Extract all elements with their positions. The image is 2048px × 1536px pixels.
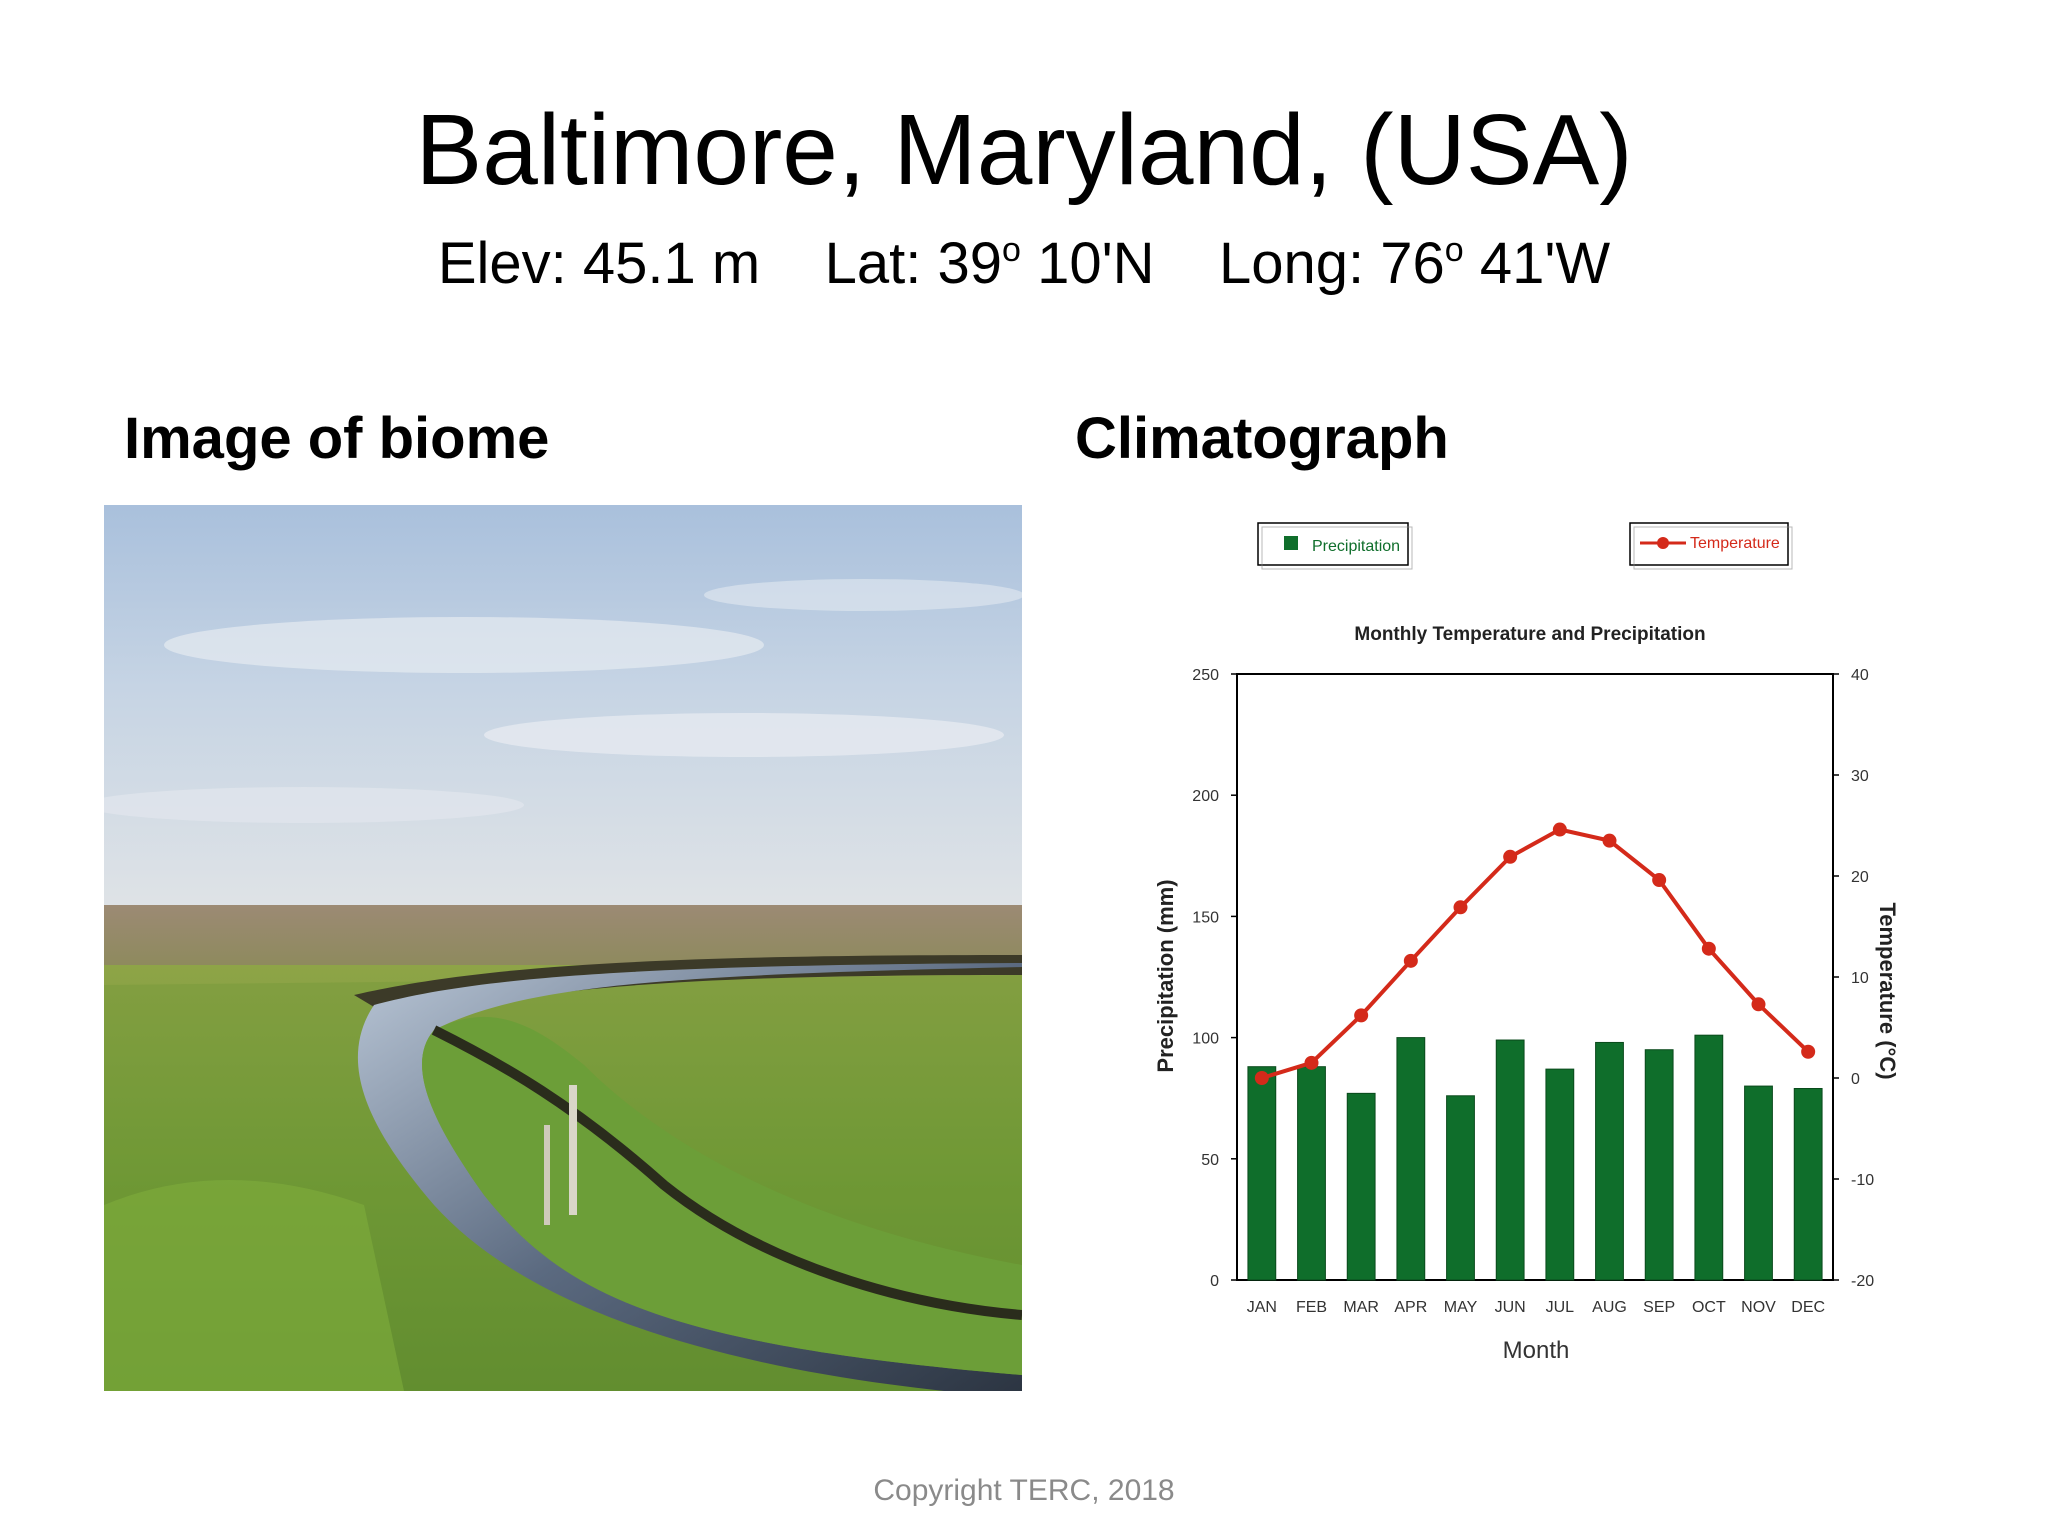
climatograph-heading: Climatograph <box>1075 406 1449 471</box>
precipitation-bar-apr <box>1396 1037 1426 1281</box>
precipitation-bar-may <box>1446 1095 1475 1281</box>
legend-marker-temperature <box>1657 537 1669 549</box>
y2-tick-label: 10 <box>1851 970 1869 987</box>
elevation-text: Elev: 45.1 m <box>437 231 761 296</box>
plot-area <box>1231 673 1839 1281</box>
y2-tick-labels: -20 -10 0 10 20 30 40 <box>1851 667 1874 1290</box>
x-tick-label: MAY <box>1444 1299 1478 1316</box>
x-tick-label: FEB <box>1296 1299 1327 1316</box>
precipitation-bar-feb <box>1297 1066 1326 1281</box>
temperature-point-oct <box>1701 941 1716 956</box>
temperature-point-jun <box>1503 849 1518 864</box>
temperature-point-jul <box>1552 822 1567 837</box>
y2-tick-label: -20 <box>1851 1273 1874 1290</box>
y2-axis-label: Temperature (°C) <box>1875 902 1900 1079</box>
x-tick-label: DEC <box>1791 1299 1825 1316</box>
x-tick-label: JUN <box>1495 1299 1526 1316</box>
biome-image-heading: Image of biome <box>124 406 550 471</box>
longitude-text: Long: 76 <box>1219 231 1445 296</box>
temperature-point-aug <box>1602 833 1617 848</box>
temperature-line <box>1254 822 1816 1085</box>
y-tick-label: 0 <box>1210 1273 1219 1290</box>
precipitation-bar-aug <box>1595 1041 1624 1281</box>
temperature-point-dec <box>1801 1044 1816 1059</box>
x-tick-label: APR <box>1394 1299 1427 1316</box>
x-tick-label: SEP <box>1643 1299 1675 1316</box>
y-tick-label: 200 <box>1192 788 1219 805</box>
x-tick-label: NOV <box>1741 1299 1776 1316</box>
chart-title: Monthly Temperature and Precipitation <box>1354 624 1705 645</box>
temperature-point-apr <box>1403 953 1418 968</box>
climatograph-chart: Precipitation Temperature Monthly Temper… <box>1153 522 1900 1364</box>
y-tick-label: 150 <box>1192 909 1219 926</box>
latitude-minutes: 10'N <box>1020 231 1155 296</box>
precipitation-bar-oct <box>1694 1034 1724 1281</box>
precipitation-bar-nov <box>1744 1085 1773 1281</box>
legend: Precipitation Temperature <box>1257 522 1793 570</box>
legend-label-temperature: Temperature <box>1690 535 1780 552</box>
legend-swatch-precipitation <box>1284 536 1298 550</box>
y-tick-label: 250 <box>1192 667 1219 684</box>
precipitation-bars <box>1247 1034 1823 1281</box>
latitude-degree-mark: o <box>1002 231 1021 269</box>
temperature-point-mar <box>1354 1008 1369 1023</box>
y-tick-label: 50 <box>1201 1152 1219 1169</box>
location-info: Elev: 45.1 m Lat: 39o 10'N Long: 76o 41'… <box>0 233 2048 293</box>
x-axis-label: Month <box>1503 1337 1570 1364</box>
temperature-point-feb <box>1304 1055 1319 1070</box>
plot-frame <box>1236 673 1834 1281</box>
precipitation-bar-jun <box>1495 1039 1525 1281</box>
y2-tick-label: 40 <box>1851 667 1869 684</box>
x-tick-label: AUG <box>1592 1299 1627 1316</box>
y2-tick-label: -10 <box>1851 1172 1874 1189</box>
y-tick-label: 100 <box>1192 1031 1219 1048</box>
y2-tick-label: 0 <box>1851 1071 1860 1088</box>
y2-tick-label: 20 <box>1851 869 1869 886</box>
temperature-series-line <box>1261 827 1810 1080</box>
temperature-point-sep <box>1652 873 1667 888</box>
x-tick-label: JAN <box>1247 1299 1277 1316</box>
y-axis-label: Precipitation (mm) <box>1153 879 1178 1072</box>
temperature-point-nov <box>1751 997 1766 1012</box>
temperature-point-may <box>1453 900 1468 915</box>
precipitation-bar-dec <box>1793 1088 1823 1281</box>
y-tick-labels: 0 50 100 150 200 250 <box>1192 667 1219 1290</box>
x-tick-label: OCT <box>1692 1299 1726 1316</box>
x-tick-labels: JAN FEB MAR APR MAY JUN JUL AUG SEP OCT NOV DEC <box>1247 1299 1825 1316</box>
precipitation-bar-mar <box>1346 1092 1376 1281</box>
x-tick-label: MAR <box>1343 1299 1379 1316</box>
x-tick-label: JUL <box>1546 1299 1575 1316</box>
temperature-point-jan <box>1254 1071 1269 1085</box>
legend-box-precipitation <box>1257 522 1409 566</box>
precipitation-bar-sep <box>1644 1049 1674 1281</box>
y2-tick-label: 30 <box>1851 768 1869 785</box>
biome-photo <box>104 505 1022 1391</box>
legend-label-precipitation: Precipitation <box>1312 538 1400 555</box>
copyright-text: Copyright TERC, 2018 <box>873 1474 1175 1507</box>
slide-title: Baltimore, Maryland, (USA) <box>415 94 1633 206</box>
precipitation-bar-jul <box>1545 1068 1575 1281</box>
precipitation-bar-jan <box>1247 1066 1277 1281</box>
longitude-degree-mark: o <box>1444 231 1464 269</box>
longitude-minutes: 41'W <box>1463 231 1611 296</box>
latitude-text: Lat: 39 <box>824 231 1003 296</box>
